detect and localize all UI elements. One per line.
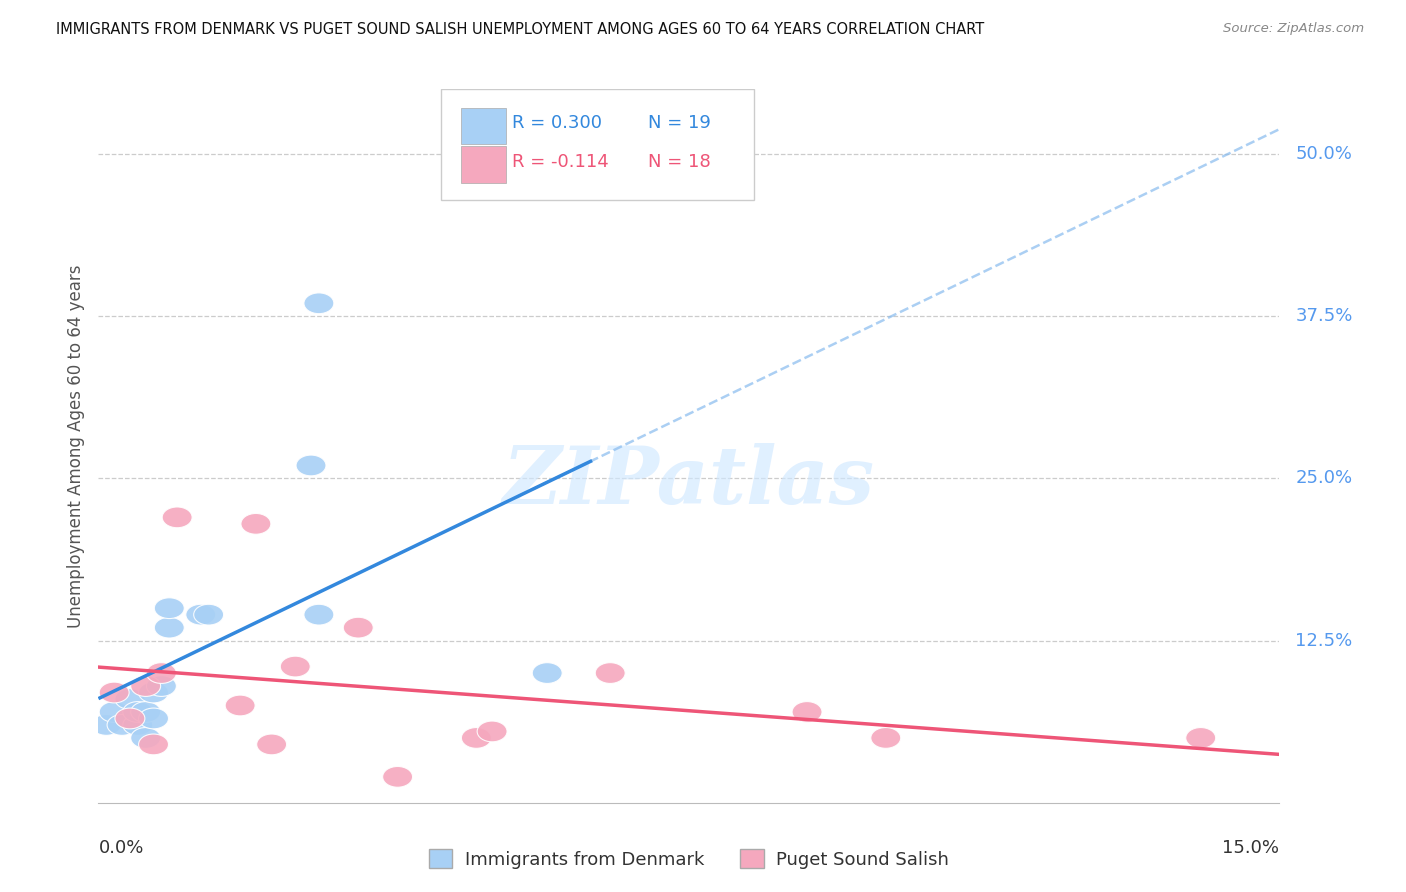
Ellipse shape <box>131 675 160 697</box>
Text: Source: ZipAtlas.com: Source: ZipAtlas.com <box>1223 22 1364 36</box>
Text: R = 0.300: R = 0.300 <box>512 114 602 132</box>
Text: 15.0%: 15.0% <box>1222 839 1279 857</box>
Ellipse shape <box>91 714 121 735</box>
Ellipse shape <box>115 708 145 729</box>
Ellipse shape <box>297 455 326 475</box>
Ellipse shape <box>186 604 215 625</box>
FancyBboxPatch shape <box>441 89 754 200</box>
Text: 25.0%: 25.0% <box>1295 469 1353 487</box>
Ellipse shape <box>461 728 491 748</box>
Ellipse shape <box>122 714 153 735</box>
Ellipse shape <box>146 663 176 683</box>
FancyBboxPatch shape <box>461 108 506 145</box>
Text: 50.0%: 50.0% <box>1295 145 1353 163</box>
Ellipse shape <box>382 766 412 788</box>
Text: 37.5%: 37.5% <box>1295 307 1353 326</box>
Ellipse shape <box>100 702 129 723</box>
Ellipse shape <box>304 604 333 625</box>
Ellipse shape <box>131 728 160 748</box>
Ellipse shape <box>146 675 176 697</box>
Ellipse shape <box>162 507 193 528</box>
Ellipse shape <box>107 714 136 735</box>
Ellipse shape <box>240 514 271 534</box>
Ellipse shape <box>100 682 129 703</box>
Ellipse shape <box>304 293 333 314</box>
Ellipse shape <box>792 702 823 723</box>
Text: N = 18: N = 18 <box>648 153 710 171</box>
Ellipse shape <box>595 663 626 683</box>
Ellipse shape <box>477 721 508 742</box>
Ellipse shape <box>155 617 184 638</box>
Ellipse shape <box>343 617 373 638</box>
Ellipse shape <box>131 702 160 723</box>
Text: 12.5%: 12.5% <box>1295 632 1353 649</box>
Text: R = -0.114: R = -0.114 <box>512 153 609 171</box>
Ellipse shape <box>280 657 311 677</box>
Text: IMMIGRANTS FROM DENMARK VS PUGET SOUND SALISH UNEMPLOYMENT AMONG AGES 60 TO 64 Y: IMMIGRANTS FROM DENMARK VS PUGET SOUND S… <box>56 22 984 37</box>
Ellipse shape <box>139 708 169 729</box>
Text: N = 19: N = 19 <box>648 114 710 132</box>
Ellipse shape <box>533 663 562 683</box>
FancyBboxPatch shape <box>461 146 506 183</box>
Ellipse shape <box>115 689 145 709</box>
Text: ZIPatlas: ZIPatlas <box>503 443 875 520</box>
Ellipse shape <box>122 702 153 723</box>
Ellipse shape <box>155 598 184 618</box>
Ellipse shape <box>194 604 224 625</box>
Ellipse shape <box>870 728 901 748</box>
Ellipse shape <box>1185 728 1216 748</box>
Ellipse shape <box>139 682 169 703</box>
Ellipse shape <box>257 734 287 755</box>
Ellipse shape <box>225 695 254 716</box>
Ellipse shape <box>139 734 169 755</box>
Y-axis label: Unemployment Among Ages 60 to 64 years: Unemployment Among Ages 60 to 64 years <box>66 264 84 628</box>
Legend: Immigrants from Denmark, Puget Sound Salish: Immigrants from Denmark, Puget Sound Sal… <box>422 841 956 876</box>
Text: 0.0%: 0.0% <box>98 839 143 857</box>
